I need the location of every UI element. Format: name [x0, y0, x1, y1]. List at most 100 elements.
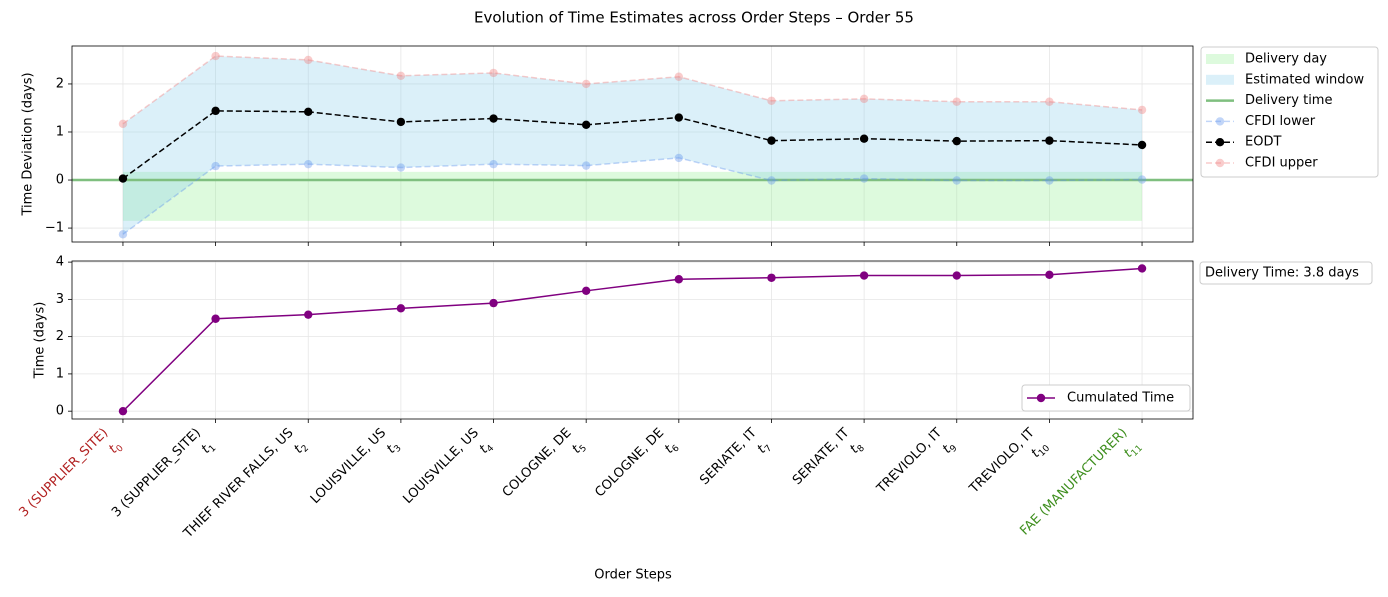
legend-box [1021, 384, 1191, 412]
data-point [396, 163, 406, 172]
data-point [118, 174, 128, 183]
data-point [581, 161, 591, 170]
series-line [122, 157, 1143, 235]
y-tick-label: 1 [56, 124, 64, 139]
data-point [952, 97, 961, 106]
series-line [122, 110, 1143, 180]
data-point [767, 176, 776, 185]
x-tick-label: TREVIOLO, IT [874, 425, 946, 497]
x-tick-label: LOUISVILLE, US [308, 426, 389, 507]
data-point [581, 79, 591, 89]
plot-frame [71, 260, 1194, 420]
y-axis-label: Time Deviation (days) [21, 72, 36, 216]
data-point [304, 107, 313, 117]
data-point [952, 271, 961, 280]
data-point [304, 159, 313, 169]
data-point [211, 314, 220, 323]
data-point [767, 96, 776, 105]
legend-label: Estimated window [1245, 72, 1364, 87]
x-tick-label: COLOGNE, DE [592, 426, 667, 501]
data-point [767, 136, 776, 145]
step-label: t1 [198, 438, 218, 458]
step-label: t6 [662, 438, 682, 458]
data-point [211, 51, 220, 61]
x-tick-label-group: 3 (SUPPLIER_SITE)t0 [16, 426, 126, 521]
data-point [1137, 140, 1147, 150]
y-tick-label: 1 [56, 366, 64, 381]
data-point [767, 273, 776, 282]
step-subscript: 1 [207, 443, 218, 454]
data-point [118, 406, 128, 416]
annotation: Delivery Time: 3.8 days [1205, 266, 1359, 281]
x-tick-label: TREVIOLO, IT [966, 425, 1038, 497]
legend-marker [1036, 393, 1046, 403]
y-axis-label: Time (days) [33, 302, 48, 380]
data-point [952, 176, 961, 185]
y-tick-label: 0 [56, 404, 64, 419]
data-point [1045, 136, 1054, 145]
x-tick-label: 3 (SUPPLIER_SITE) [109, 426, 204, 521]
step-subscript: 0 [114, 443, 125, 454]
y-tick-label: 4 [56, 255, 64, 270]
data-point [118, 119, 128, 129]
legend-box [1200, 46, 1379, 178]
step-label: t7 [754, 438, 774, 458]
data-point [581, 120, 591, 129]
legend-swatch [1206, 54, 1234, 64]
data-point [489, 68, 498, 78]
step-label: t0 [106, 438, 126, 458]
series-line [122, 55, 1143, 125]
estimated-window-area [122, 56, 1143, 235]
data-point [211, 161, 220, 171]
legend-label: Cumulated Time [1067, 391, 1174, 406]
step-subscript: 8 [855, 443, 866, 454]
step-label: t8 [847, 438, 867, 458]
legend-label: EODT [1245, 135, 1281, 150]
x-tick-label: 3 (SUPPLIER_SITE) [16, 426, 111, 521]
step-label: t2 [291, 438, 311, 458]
step-subscript: 3 [392, 443, 403, 454]
step-subscript: 5 [578, 443, 589, 454]
data-point [396, 117, 406, 127]
annotation-box [1199, 261, 1373, 285]
legend-marker [1215, 117, 1225, 126]
data-point [1137, 264, 1147, 273]
step-subscript: 9 [948, 443, 959, 454]
step-label: t4 [476, 438, 496, 458]
step-subscript: 4 [485, 443, 496, 454]
x-tick-label-group: FAE (MANUFACTURER)t11 [1017, 426, 1144, 539]
data-point [211, 106, 220, 116]
data-point [396, 304, 406, 313]
y-tick-label: 2 [56, 76, 64, 91]
legend-marker [1215, 158, 1225, 168]
legend-label: CFDI lower [1245, 114, 1316, 129]
data-point [1045, 97, 1054, 106]
data-point [1045, 270, 1054, 279]
x-tick-label: COLOGNE, DE [500, 426, 575, 501]
data-point [859, 174, 869, 183]
legend-label: CFDI upper [1245, 156, 1318, 171]
data-point [859, 94, 869, 104]
data-point [304, 310, 313, 319]
y-tick-label: 3 [56, 292, 64, 307]
step-subscript: 7 [763, 443, 774, 454]
data-point [396, 71, 406, 80]
x-tick-label: FAE (MANUFACTURER) [1017, 426, 1130, 539]
series-line [122, 267, 1143, 412]
data-point [489, 114, 498, 123]
x-tick-label: SERIATE, IT [790, 425, 853, 488]
step-subscript: 2 [300, 443, 311, 454]
legend-marker [1215, 138, 1225, 147]
data-point [581, 286, 591, 296]
data-point [489, 159, 498, 169]
data-point [952, 136, 961, 146]
step-label: t3 [384, 438, 404, 458]
data-point [304, 55, 313, 65]
y-tick-label: −1 [45, 221, 64, 236]
legend-label: Delivery time [1245, 93, 1332, 108]
